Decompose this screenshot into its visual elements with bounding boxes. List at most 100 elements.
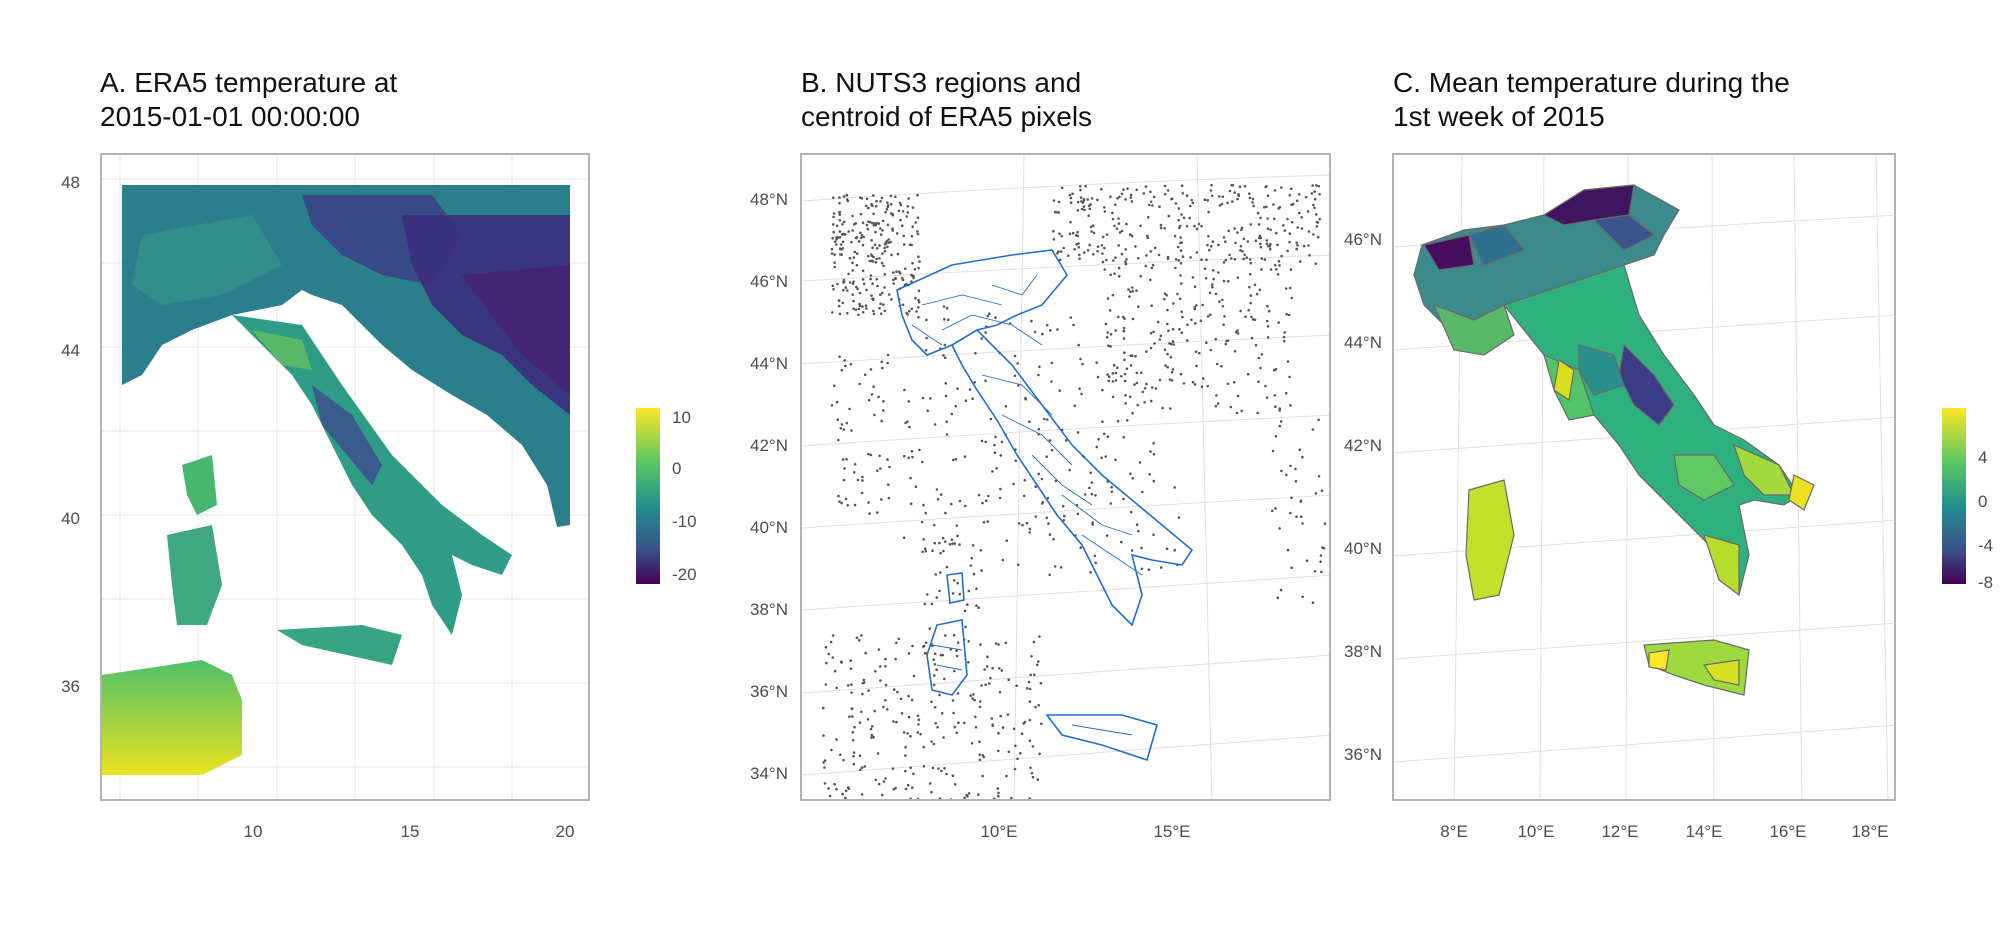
centroid-point [1101, 252, 1104, 255]
centroid-point [874, 670, 877, 673]
centroid-point [865, 223, 869, 227]
centroid-point [1096, 250, 1099, 253]
centroid-point [1253, 283, 1257, 287]
centroid-point [823, 766, 826, 769]
centroid-point [1111, 217, 1115, 221]
centroid-point [833, 265, 836, 269]
centroid-point [870, 736, 873, 739]
centroid-point [1311, 428, 1315, 431]
centroid-point [981, 774, 984, 778]
centroid-point [981, 501, 984, 505]
centroid-point [882, 400, 885, 403]
centroid-point [1101, 420, 1104, 424]
centroid-point [1166, 352, 1169, 356]
centroid-point [1262, 206, 1266, 209]
centroid-point [909, 476, 912, 480]
centroid-point [937, 767, 940, 770]
centroid-point [1188, 216, 1191, 220]
centroid-point [1021, 523, 1024, 527]
centroid-point [895, 232, 899, 235]
centroid-point [1037, 704, 1040, 707]
centroid-point [1131, 317, 1135, 321]
centroid-point [1233, 350, 1237, 353]
centroid-point [904, 745, 907, 749]
centroid-point [851, 282, 855, 286]
centroid-point [984, 379, 987, 383]
centroid-point [911, 206, 915, 209]
centroid-point [947, 318, 950, 322]
centroid-point [1286, 217, 1289, 221]
centroid-point [1000, 669, 1004, 672]
centroid-point [1258, 288, 1262, 292]
panel-c-legend-tick-2: -4 [1978, 536, 1994, 555]
centroid-point [1100, 187, 1103, 191]
centroid-point [1016, 757, 1019, 761]
centroid-point [844, 796, 847, 799]
centroid-point [859, 236, 863, 240]
centroid-point [1284, 287, 1288, 290]
centroid-point [843, 359, 847, 362]
centroid-point [878, 257, 881, 260]
centroid-point [1170, 197, 1173, 201]
centroid-point [932, 683, 936, 687]
centroid-point [909, 734, 912, 738]
centroid-point [1038, 365, 1041, 369]
centroid-point [1265, 239, 1269, 242]
centroid-point [1168, 378, 1172, 381]
centroid-point [1169, 407, 1172, 410]
centroid-point [1114, 203, 1117, 206]
centroid-point [1013, 374, 1017, 378]
centroid-point [911, 455, 914, 459]
centroid-point [1078, 387, 1081, 390]
centroid-point [1151, 204, 1154, 207]
centroid-point [872, 735, 875, 739]
centroid-point [872, 297, 875, 301]
centroid-point [963, 455, 967, 458]
centroid-point [979, 549, 983, 552]
centroid-point [839, 243, 843, 246]
centroid-point [860, 766, 864, 769]
centroid-point [956, 581, 959, 585]
centroid-point [1264, 185, 1268, 188]
centroid-point [945, 433, 949, 436]
centroid-point [848, 715, 851, 719]
centroid-point [1043, 417, 1046, 421]
centroid-point [1290, 203, 1293, 207]
centroid-point [887, 241, 891, 244]
centroid-point [999, 454, 1003, 457]
centroid-point [1129, 196, 1133, 199]
centroid-point [916, 714, 920, 718]
centroid-point [912, 772, 915, 776]
centroid-point [902, 234, 905, 238]
centroid-point [861, 278, 865, 281]
centroid-point [901, 303, 905, 307]
centroid-point [1299, 260, 1302, 263]
centroid-point [886, 223, 890, 227]
centroid-point [1122, 329, 1126, 333]
centroid-point [1141, 390, 1145, 394]
centroid-point [1059, 250, 1063, 253]
centroid-point [1031, 745, 1035, 748]
centroid-points [822, 183, 1327, 799]
centroid-point [1191, 201, 1195, 205]
centroid-point [1288, 286, 1292, 290]
centroid-point [1030, 655, 1033, 658]
centroid-point [1220, 364, 1223, 368]
centroid-point [1273, 368, 1276, 372]
centroid-point [870, 239, 873, 242]
centroid-point [1244, 315, 1247, 318]
centroid-point [1134, 354, 1137, 358]
centroid-point [1082, 205, 1086, 208]
centroid-point [1014, 744, 1017, 748]
centroid-point [1179, 274, 1182, 277]
centroid-point [951, 699, 955, 702]
centroid-point [1266, 336, 1270, 339]
centroid-point [1052, 199, 1056, 202]
panel-c: C. Mean temperature during the 1st week … [1330, 0, 2007, 944]
centroid-point [867, 501, 870, 504]
centroid-point [980, 569, 983, 572]
centroid-point [838, 236, 842, 239]
centroid-point [1076, 209, 1080, 212]
centroid-point [831, 311, 834, 314]
centroid-point [1071, 231, 1075, 235]
